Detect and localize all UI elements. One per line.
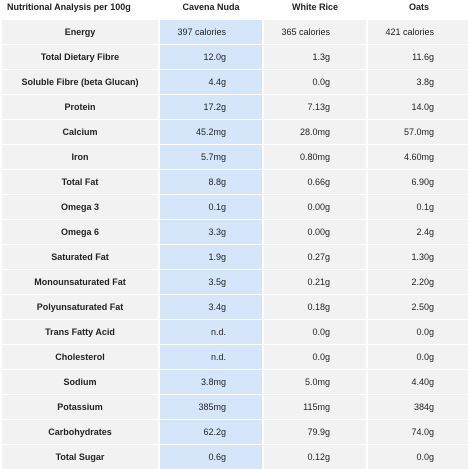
cavena-nuda-value: n.d.	[160, 319, 262, 344]
table-row: Potassium 385mg 115mg 384g	[2, 394, 468, 419]
nutrient-label: Potassium	[2, 394, 158, 419]
oats-value: 2.20g	[368, 269, 468, 294]
table-row: Saturated Fat 1.9g 0.27g 1.30g	[2, 244, 468, 269]
oats-value: 4.40g	[368, 369, 468, 394]
oats-value: 0.1g	[368, 194, 468, 219]
table-row: Protein 17.2g 7.13g 14.0g	[2, 94, 468, 119]
white-rice-value: 0.21g	[264, 269, 366, 294]
header-cavena-nuda: Cavena Nuda	[160, 0, 262, 19]
table-row: Total Fat 8.8g 0.66g 6.90g	[2, 169, 468, 194]
table-row: Polyunsaturated Fat 3.4g 0.18g 2.50g	[2, 294, 468, 319]
nutrient-label: Monounsaturated Fat	[2, 269, 158, 294]
oats-value: 14.0g	[368, 94, 468, 119]
table-row: Omega 6 3.3g 0.00g 2.4g	[2, 219, 468, 244]
white-rice-value: 0.80mg	[264, 144, 366, 169]
oats-value: 0.0g	[368, 344, 468, 369]
header-nutrient: Nutritional Analysis per 100g	[2, 0, 158, 19]
nutrient-label: Soluble Fibre (beta Glucan)	[2, 69, 158, 94]
white-rice-value: 0.18g	[264, 294, 366, 319]
nutrient-label: Saturated Fat	[2, 244, 158, 269]
oats-value: 2.50g	[368, 294, 468, 319]
nutrient-label: Calcium	[2, 119, 158, 144]
white-rice-value: 0.0g	[264, 319, 366, 344]
nutrient-label: Trans Fatty Acid	[2, 319, 158, 344]
table-row: Soluble Fibre (beta Glucan) 4.4g 0.0g 3.8g	[2, 69, 468, 94]
nutrient-label: Omega 6	[2, 219, 158, 244]
white-rice-value: 7.13g	[264, 94, 366, 119]
cavena-nuda-value: 3.8mg	[160, 369, 262, 394]
white-rice-value: 365 calories	[264, 19, 366, 44]
cavena-nuda-value: 385mg	[160, 394, 262, 419]
white-rice-value: 5.0mg	[264, 369, 366, 394]
table-row: Iron 5.7mg 0.80mg 4.60mg	[2, 144, 468, 169]
table-row: Omega 3 0.1g 0.00g 0.1g	[2, 194, 468, 219]
table-row: Calcium 45.2mg 28.0mg 57.0mg	[2, 119, 468, 144]
cavena-nuda-value: 3.4g	[160, 294, 262, 319]
cavena-nuda-value: 45.2mg	[160, 119, 262, 144]
cavena-nuda-value: 62.2g	[160, 419, 262, 444]
nutrient-label: Total Fat	[2, 169, 158, 194]
white-rice-value: 0.0g	[264, 344, 366, 369]
oats-value: 384g	[368, 394, 468, 419]
oats-value: 2.4g	[368, 219, 468, 244]
table-header: Nutritional Analysis per 100g Cavena Nud…	[2, 0, 468, 19]
nutrient-label: Polyunsaturated Fat	[2, 294, 158, 319]
cavena-nuda-value: 8.8g	[160, 169, 262, 194]
cavena-nuda-value: 3.3g	[160, 219, 262, 244]
white-rice-value: 28.0mg	[264, 119, 366, 144]
header-oats: Oats	[368, 0, 468, 19]
nutrient-label: Cholesterol	[2, 344, 158, 369]
white-rice-value: 0.66g	[264, 169, 366, 194]
oats-value: 3.8g	[368, 69, 468, 94]
nutrient-label: Total Dietary Fibre	[2, 44, 158, 69]
oats-value: 57.0mg	[368, 119, 468, 144]
oats-value: 6.90g	[368, 169, 468, 194]
table-body: Energy 397 calories 365 calories 421 calori…	[2, 19, 468, 469]
cavena-nuda-value: 397 calories	[160, 19, 262, 44]
white-rice-value: 1.3g	[264, 44, 366, 69]
cavena-nuda-value: n.d.	[160, 344, 262, 369]
white-rice-value: 0.00g	[264, 194, 366, 219]
table-row: Carbohydrates 62.2g 79.9g 74.0g	[2, 419, 468, 444]
oats-value: 421 calories	[368, 19, 468, 44]
nutrient-label: Iron	[2, 144, 158, 169]
cavena-nuda-value: 1.9g	[160, 244, 262, 269]
nutrient-label: Protein	[2, 94, 158, 119]
cavena-nuda-value: 3.5g	[160, 269, 262, 294]
oats-value: 11.6g	[368, 44, 468, 69]
nutrient-label: Omega 3	[2, 194, 158, 219]
nutrient-label: Energy	[2, 19, 158, 44]
table-row: Energy 397 calories 365 calories 421 calori…	[2, 19, 468, 44]
nutrient-label: Sodium	[2, 369, 158, 394]
header-white-rice: White Rice	[264, 0, 366, 19]
oats-value: 0.0g	[368, 319, 468, 344]
white-rice-value: 115mg	[264, 394, 366, 419]
oats-value: 1.30g	[368, 244, 468, 269]
header-row: Nutritional Analysis per 100g Cavena Nud…	[2, 0, 468, 19]
table-row: Sodium 3.8mg 5.0mg 4.40g	[2, 369, 468, 394]
oats-value: 74.0g	[368, 419, 468, 444]
cavena-nuda-value: 5.7mg	[160, 144, 262, 169]
table-row: Trans Fatty Acid n.d. 0.0g 0.0g	[2, 319, 468, 344]
white-rice-value: 79.9g	[264, 419, 366, 444]
table-row: Cholesterol n.d. 0.0g 0.0g	[2, 344, 468, 369]
table-row: Monounsaturated Fat 3.5g 0.21g 2.20g	[2, 269, 468, 294]
cavena-nuda-value: 0.1g	[160, 194, 262, 219]
cavena-nuda-value: 12.0g	[160, 44, 262, 69]
white-rice-value: 0.00g	[264, 219, 366, 244]
cavena-nuda-value: 17.2g	[160, 94, 262, 119]
cavena-nuda-value: 4.4g	[160, 69, 262, 94]
white-rice-value: 0.0g	[264, 69, 366, 94]
table-row: Total Dietary Fibre 12.0g 1.3g 11.6g	[2, 44, 468, 69]
nutrient-label: Carbohydrates	[2, 419, 158, 444]
white-rice-value: 0.27g	[264, 244, 366, 269]
oats-value: 4.60mg	[368, 144, 468, 169]
